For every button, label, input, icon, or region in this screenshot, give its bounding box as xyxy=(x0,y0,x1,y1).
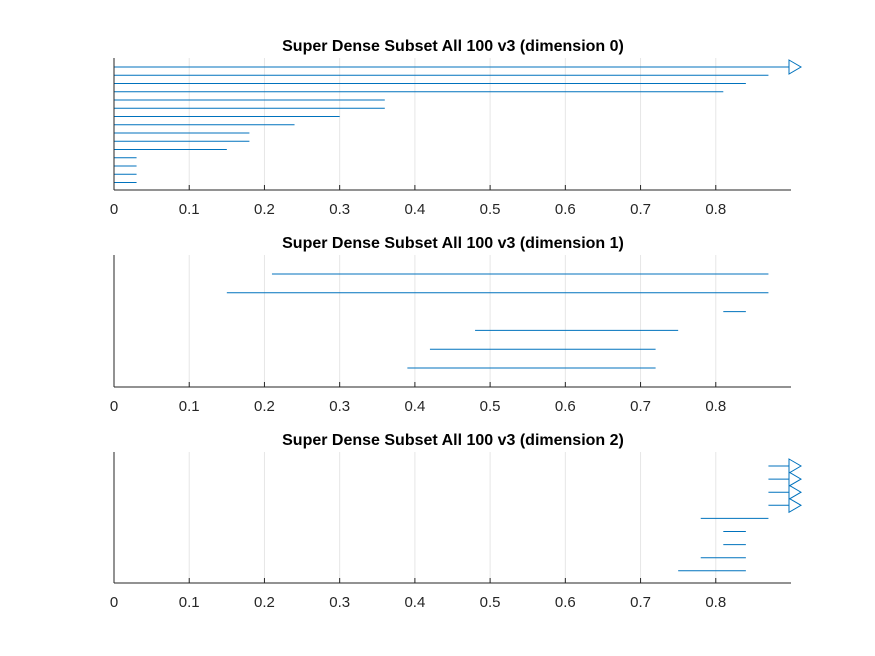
panel-title-dimension-1: Super Dense Subset All 100 v3 (dimension… xyxy=(282,235,624,252)
x-tick-label: 0.7 xyxy=(630,201,651,218)
grid-lines xyxy=(188,255,717,387)
x-tick-label: 0.7 xyxy=(630,398,651,415)
panel-dimension-2: Super Dense Subset All 100 v3 (dimension… xyxy=(110,432,802,611)
x-tick-label: 0.4 xyxy=(404,201,425,218)
intervals xyxy=(678,458,802,572)
x-tick-label: 0.5 xyxy=(480,201,501,218)
axes xyxy=(113,255,791,388)
x-tick-label: 0 xyxy=(110,594,118,611)
x-tick-label: 0 xyxy=(110,398,118,415)
x-tick-label: 0.3 xyxy=(329,594,350,611)
x-tick-label: 0.1 xyxy=(179,201,200,218)
x-tick-label: 0.6 xyxy=(555,398,576,415)
x-tick-label: 0.2 xyxy=(254,594,275,611)
infinite-arrow-marker xyxy=(788,497,802,514)
panel-title-dimension-2: Super Dense Subset All 100 v3 (dimension… xyxy=(282,432,624,449)
intervals xyxy=(226,273,769,369)
x-tick-label: 0.4 xyxy=(404,594,425,611)
panel-title-dimension-0: Super Dense Subset All 100 v3 (dimension… xyxy=(282,38,624,55)
axes xyxy=(113,58,791,191)
x-tick-label: 0.6 xyxy=(555,201,576,218)
x-tick-label: 0.2 xyxy=(254,398,275,415)
x-tick-label: 0.1 xyxy=(179,594,200,611)
x-tick-label: 0.5 xyxy=(480,398,501,415)
x-tick-label: 0 xyxy=(110,201,118,218)
axes xyxy=(113,452,791,584)
x-tick-label: 0.1 xyxy=(179,398,200,415)
x-tick-labels: 0 0.1 0.2 0.3 0.4 0.5 0.6 0.7 0.8 xyxy=(110,398,726,415)
intervals xyxy=(114,59,802,183)
infinite-arrow-marker xyxy=(788,59,802,75)
x-tick-labels: 0 0.1 0.2 0.3 0.4 0.5 0.6 0.7 0.8 xyxy=(110,201,726,218)
x-tick-label: 0.8 xyxy=(705,398,726,415)
infinite-arrow-marker xyxy=(788,458,802,474)
x-tick-label: 0.5 xyxy=(480,594,501,611)
infinite-arrow-marker xyxy=(788,484,802,501)
x-tick-label: 0.4 xyxy=(404,398,425,415)
panel-dimension-1: Super Dense Subset All 100 v3 (dimension… xyxy=(110,235,791,415)
grid-lines xyxy=(188,452,717,583)
x-tick-label: 0.6 xyxy=(555,594,576,611)
infinite-arrow-marker xyxy=(788,471,802,487)
x-tick-labels: 0 0.1 0.2 0.3 0.4 0.5 0.6 0.7 0.8 xyxy=(110,594,726,611)
x-tick-label: 0.3 xyxy=(329,201,350,218)
x-tick-label: 0.8 xyxy=(705,594,726,611)
x-tick-label: 0.2 xyxy=(254,201,275,218)
grid-lines xyxy=(188,58,717,190)
panel-dimension-0: Super Dense Subset All 100 v3 (dimension… xyxy=(110,38,802,218)
x-tick-label: 0.8 xyxy=(705,201,726,218)
x-tick-label: 0.7 xyxy=(630,594,651,611)
x-tick-label: 0.3 xyxy=(329,398,350,415)
